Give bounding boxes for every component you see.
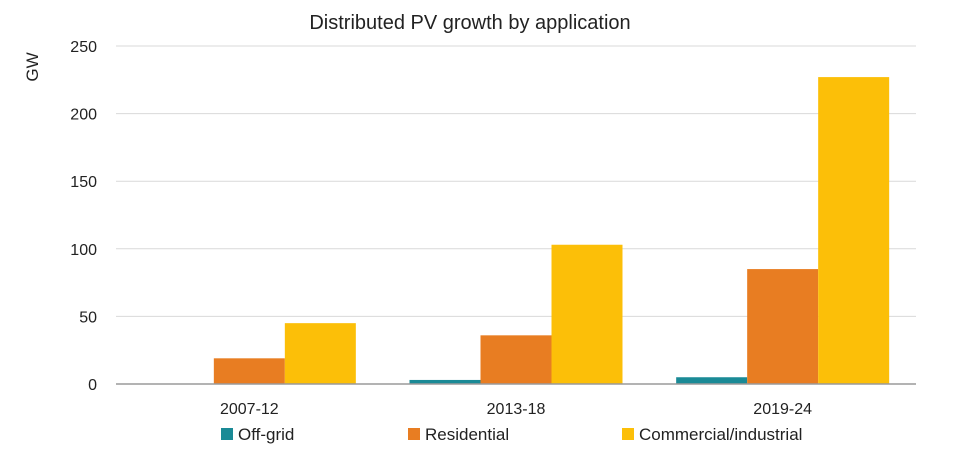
- bars: [213, 77, 890, 384]
- y-tick-label: 250: [70, 39, 97, 56]
- x-tick-label: 2013-18: [487, 401, 546, 418]
- chart-title: Distributed PV growth by application: [309, 12, 630, 34]
- legend-swatch-residential: [408, 428, 420, 440]
- x-tick-label: 2019-24: [753, 401, 812, 418]
- bar-commercial-industrial-2019-24: [818, 77, 890, 384]
- y-axis-label: GW: [23, 52, 42, 81]
- legend-label: Off-grid: [238, 425, 294, 444]
- bar-off-grid-2019-24: [676, 377, 748, 384]
- y-tick-label: 200: [70, 107, 97, 124]
- bar-residential-2007-12: [213, 358, 285, 384]
- y-tick-labels: 0 50 100 150 200 250: [70, 39, 97, 394]
- bar-off-grid-2013-18: [409, 379, 481, 384]
- bar-commercial-industrial-2007-12: [284, 323, 356, 384]
- legend-swatch-commercial-industrial: [622, 428, 634, 440]
- bar-commercial-industrial-2013-18: [551, 244, 623, 384]
- legend-swatch-off-grid: [221, 428, 233, 440]
- legend: Off-grid Residential Commercial/industrial: [221, 425, 802, 444]
- x-tick-label: 2007-12: [220, 401, 279, 418]
- y-tick-label: 50: [79, 309, 97, 326]
- bar-residential-2013-18: [480, 335, 552, 384]
- y-tick-label: 150: [70, 174, 97, 191]
- y-tick-label: 100: [70, 242, 97, 259]
- x-tick-labels: 2007-12 2013-18 2019-24: [220, 401, 812, 418]
- bar-residential-2019-24: [747, 269, 819, 384]
- legend-label: Commercial/industrial: [639, 425, 802, 444]
- y-tick-label: 0: [88, 377, 97, 394]
- legend-label: Residential: [425, 425, 509, 444]
